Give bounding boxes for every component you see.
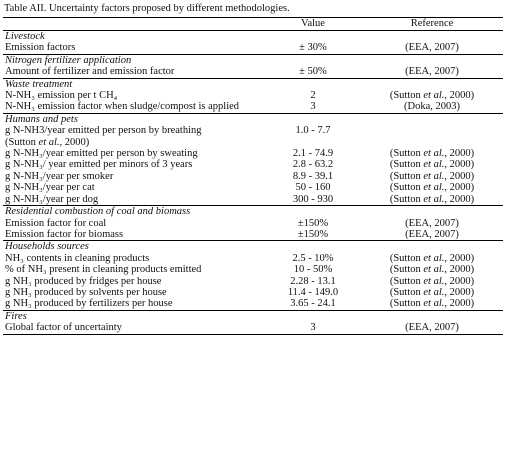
reference-cell: (Sutton et al., 2000)	[389, 275, 475, 287]
section-title: Waste treatment	[3, 77, 503, 91]
reference-cell: (Doka, 2003)	[404, 101, 460, 113]
value-cell: 3.65 - 24.1	[290, 298, 336, 310]
value-cell: ±150%	[297, 228, 329, 240]
value-cell: 50 - 160	[295, 182, 331, 194]
reference-cell: (Sutton et al., 2000)	[389, 193, 475, 205]
section-title: Fires	[3, 309, 503, 323]
reference-cell: (EEA, 2007)	[405, 228, 459, 240]
value-cell: 2	[310, 90, 316, 102]
reference-cell: (EEA, 2007)	[405, 66, 459, 78]
reference-cell: (EEA, 2007)	[405, 217, 459, 229]
factor-cell: g N-NH₃/year per cat	[5, 182, 95, 194]
value-cell: 2.1 - 74.9	[292, 148, 334, 160]
factor-cell: Amount of fertilizer and emission factor	[5, 66, 175, 78]
factor-cell: g N-NH₃/year per dog	[5, 193, 99, 205]
table-row: g NH₃ produced by fridges per house 2.28 …	[3, 276, 503, 287]
factor-cell: g NH₃ produced by fridges per house	[5, 275, 162, 287]
section-title: Residential combustion of coal and bioma…	[3, 205, 503, 218]
table-caption: Table AII. Uncertainty factors proposed …	[4, 3, 290, 14]
value-cell: 2.28 - 13.1	[290, 275, 336, 287]
factor-cell: % of NH₃ present in cleaning products em…	[5, 264, 202, 276]
factor-cell: (Sutton et al., 2000)	[5, 136, 90, 148]
table-row: g N-NH₃/ year emitted per minors of 3 ye…	[3, 159, 503, 170]
reference-cell: (Sutton et al., 2000)	[389, 252, 475, 264]
reference-cell: (Sutton et al., 2000)	[389, 264, 475, 276]
reference-cell: (EEA, 2007)	[361, 322, 503, 335]
value-cell: 1.0 - 7.7	[295, 125, 331, 137]
section-title: Humans and pets	[3, 112, 503, 126]
factor-cell: Emission factors	[5, 42, 76, 54]
value-cell: 2.5 - 10%	[292, 252, 334, 264]
section-row: Waste treatment	[3, 77, 503, 91]
uncertainty-table: Value Reference Livestock Emission factor…	[3, 17, 503, 335]
section-row: Residential combustion of coal and bioma…	[3, 205, 503, 218]
value-cell	[265, 137, 361, 148]
factor-cell: g NH₃ produced by fertilizers per house	[5, 298, 173, 310]
reference-cell: (Sutton et al., 2000)	[389, 286, 475, 298]
table-row: N-NH₃ emission per t CH₄ 2 (Sutton et al.,…	[3, 90, 503, 101]
table-row: Emission factor for coal ±150% (EEA, 2007)	[3, 218, 503, 229]
section-title: Households sources	[3, 240, 503, 253]
value-cell: 3	[310, 101, 316, 113]
value-cell: 10 - 50%	[293, 264, 333, 276]
factor-cell: g N-NH3/year emitted per person by breat…	[5, 125, 202, 137]
factor-cell: Global factor of uncertainty	[3, 322, 265, 335]
reference-cell: (EEA, 2007)	[405, 42, 459, 54]
table-row: g N-NH₃/year per cat 50 - 160 (Sutton et a…	[3, 182, 503, 193]
table-body: Livestock Emission factors ± 30% (EEA, 2007…	[3, 31, 503, 335]
header-value: Value	[265, 17, 361, 31]
header-reference: Reference	[361, 17, 503, 31]
value-cell: 2.8 - 63.2	[292, 159, 334, 171]
reference-cell: (Sutton et al., 2000)	[389, 182, 475, 194]
factor-cell: NH₃ contents in cleaning products	[5, 252, 150, 264]
section-row: Nitrogen fertilizer application	[3, 53, 503, 67]
factor-cell: g NH₃ produced by solvents per house	[5, 286, 167, 298]
value-cell: 3	[265, 322, 361, 335]
factor-cell: N-NH₃ emission factor when sludge/compos…	[5, 101, 240, 113]
factor-cell: g N-NH₃/year per smoker	[5, 170, 114, 182]
table-row: NH₃ contents in cleaning products 2.5 - 1…	[3, 253, 503, 264]
factor-cell: Emission factor for coal	[5, 217, 107, 229]
reference-cell	[361, 137, 503, 148]
table-row: Emission factor for biomass ±150% (EEA, 20…	[3, 229, 503, 241]
table-row: Amount of fertilizer and emission factor…	[3, 66, 503, 78]
table-row: g NH₃ produced by fertilizers per house 3…	[3, 298, 503, 310]
value-cell: 11.4 - 149.0	[287, 286, 339, 298]
table-row: % of NH₃ present in cleaning products em…	[3, 264, 503, 275]
section-row: Fires	[3, 309, 503, 323]
factor-cell: Emission factor for biomass	[5, 228, 124, 240]
value-cell: ± 30%	[299, 42, 327, 54]
value-cell: ±150%	[297, 217, 329, 229]
value-cell: 8.9 - 39.1	[292, 170, 334, 182]
table-header-row: Value Reference	[3, 17, 503, 31]
reference-cell: (Sutton et al., 2000)	[389, 298, 475, 310]
value-cell: ± 50%	[299, 66, 327, 78]
section-row: Households sources	[3, 240, 503, 253]
section-title: Nitrogen fertilizer application	[3, 53, 503, 67]
section-row: Livestock	[3, 31, 503, 43]
table-row: g N-NH₃/year per smoker 8.9 - 39.1 (Sutton…	[3, 171, 503, 182]
table-row: Global factor of uncertainty 3 (EEA, 2007)	[3, 322, 503, 335]
table-row: Emission factors ± 30% (EEA, 2007)	[3, 42, 503, 54]
section-title: Livestock	[5, 31, 45, 42]
section-row: Humans and pets	[3, 112, 503, 126]
value-cell: 300 - 930	[292, 193, 334, 205]
table-row: (Sutton et al., 2000)	[3, 137, 503, 148]
reference-cell: (Sutton et al., 2000)	[389, 148, 475, 160]
table-row: g N-NH3/year emitted per person by breat…	[3, 125, 503, 136]
reference-cell: (Sutton et al., 2000)	[389, 159, 475, 171]
factor-cell: g N-NH₃/ year emitted per minors of 3 ye…	[5, 159, 193, 171]
table-row: g N-NH₃/year per dog 300 - 930 (Sutton et …	[3, 194, 503, 206]
reference-cell: (Sutton et al., 2000)	[389, 90, 475, 102]
factor-cell: N-NH₃ emission per t CH₄	[5, 90, 118, 102]
reference-cell	[361, 125, 503, 136]
factor-cell: g N-NH₃/year emitted per person by sweat…	[5, 148, 198, 160]
table-row: g NH₃ produced by solvents per house 11.4…	[3, 287, 503, 298]
table-row: g N-NH₃/year emitted per person by sweat…	[3, 148, 503, 159]
reference-cell: (Sutton et al., 2000)	[389, 170, 475, 182]
header-factor	[3, 17, 265, 31]
table-row: N-NH₃ emission factor when sludge/compos…	[3, 101, 503, 113]
